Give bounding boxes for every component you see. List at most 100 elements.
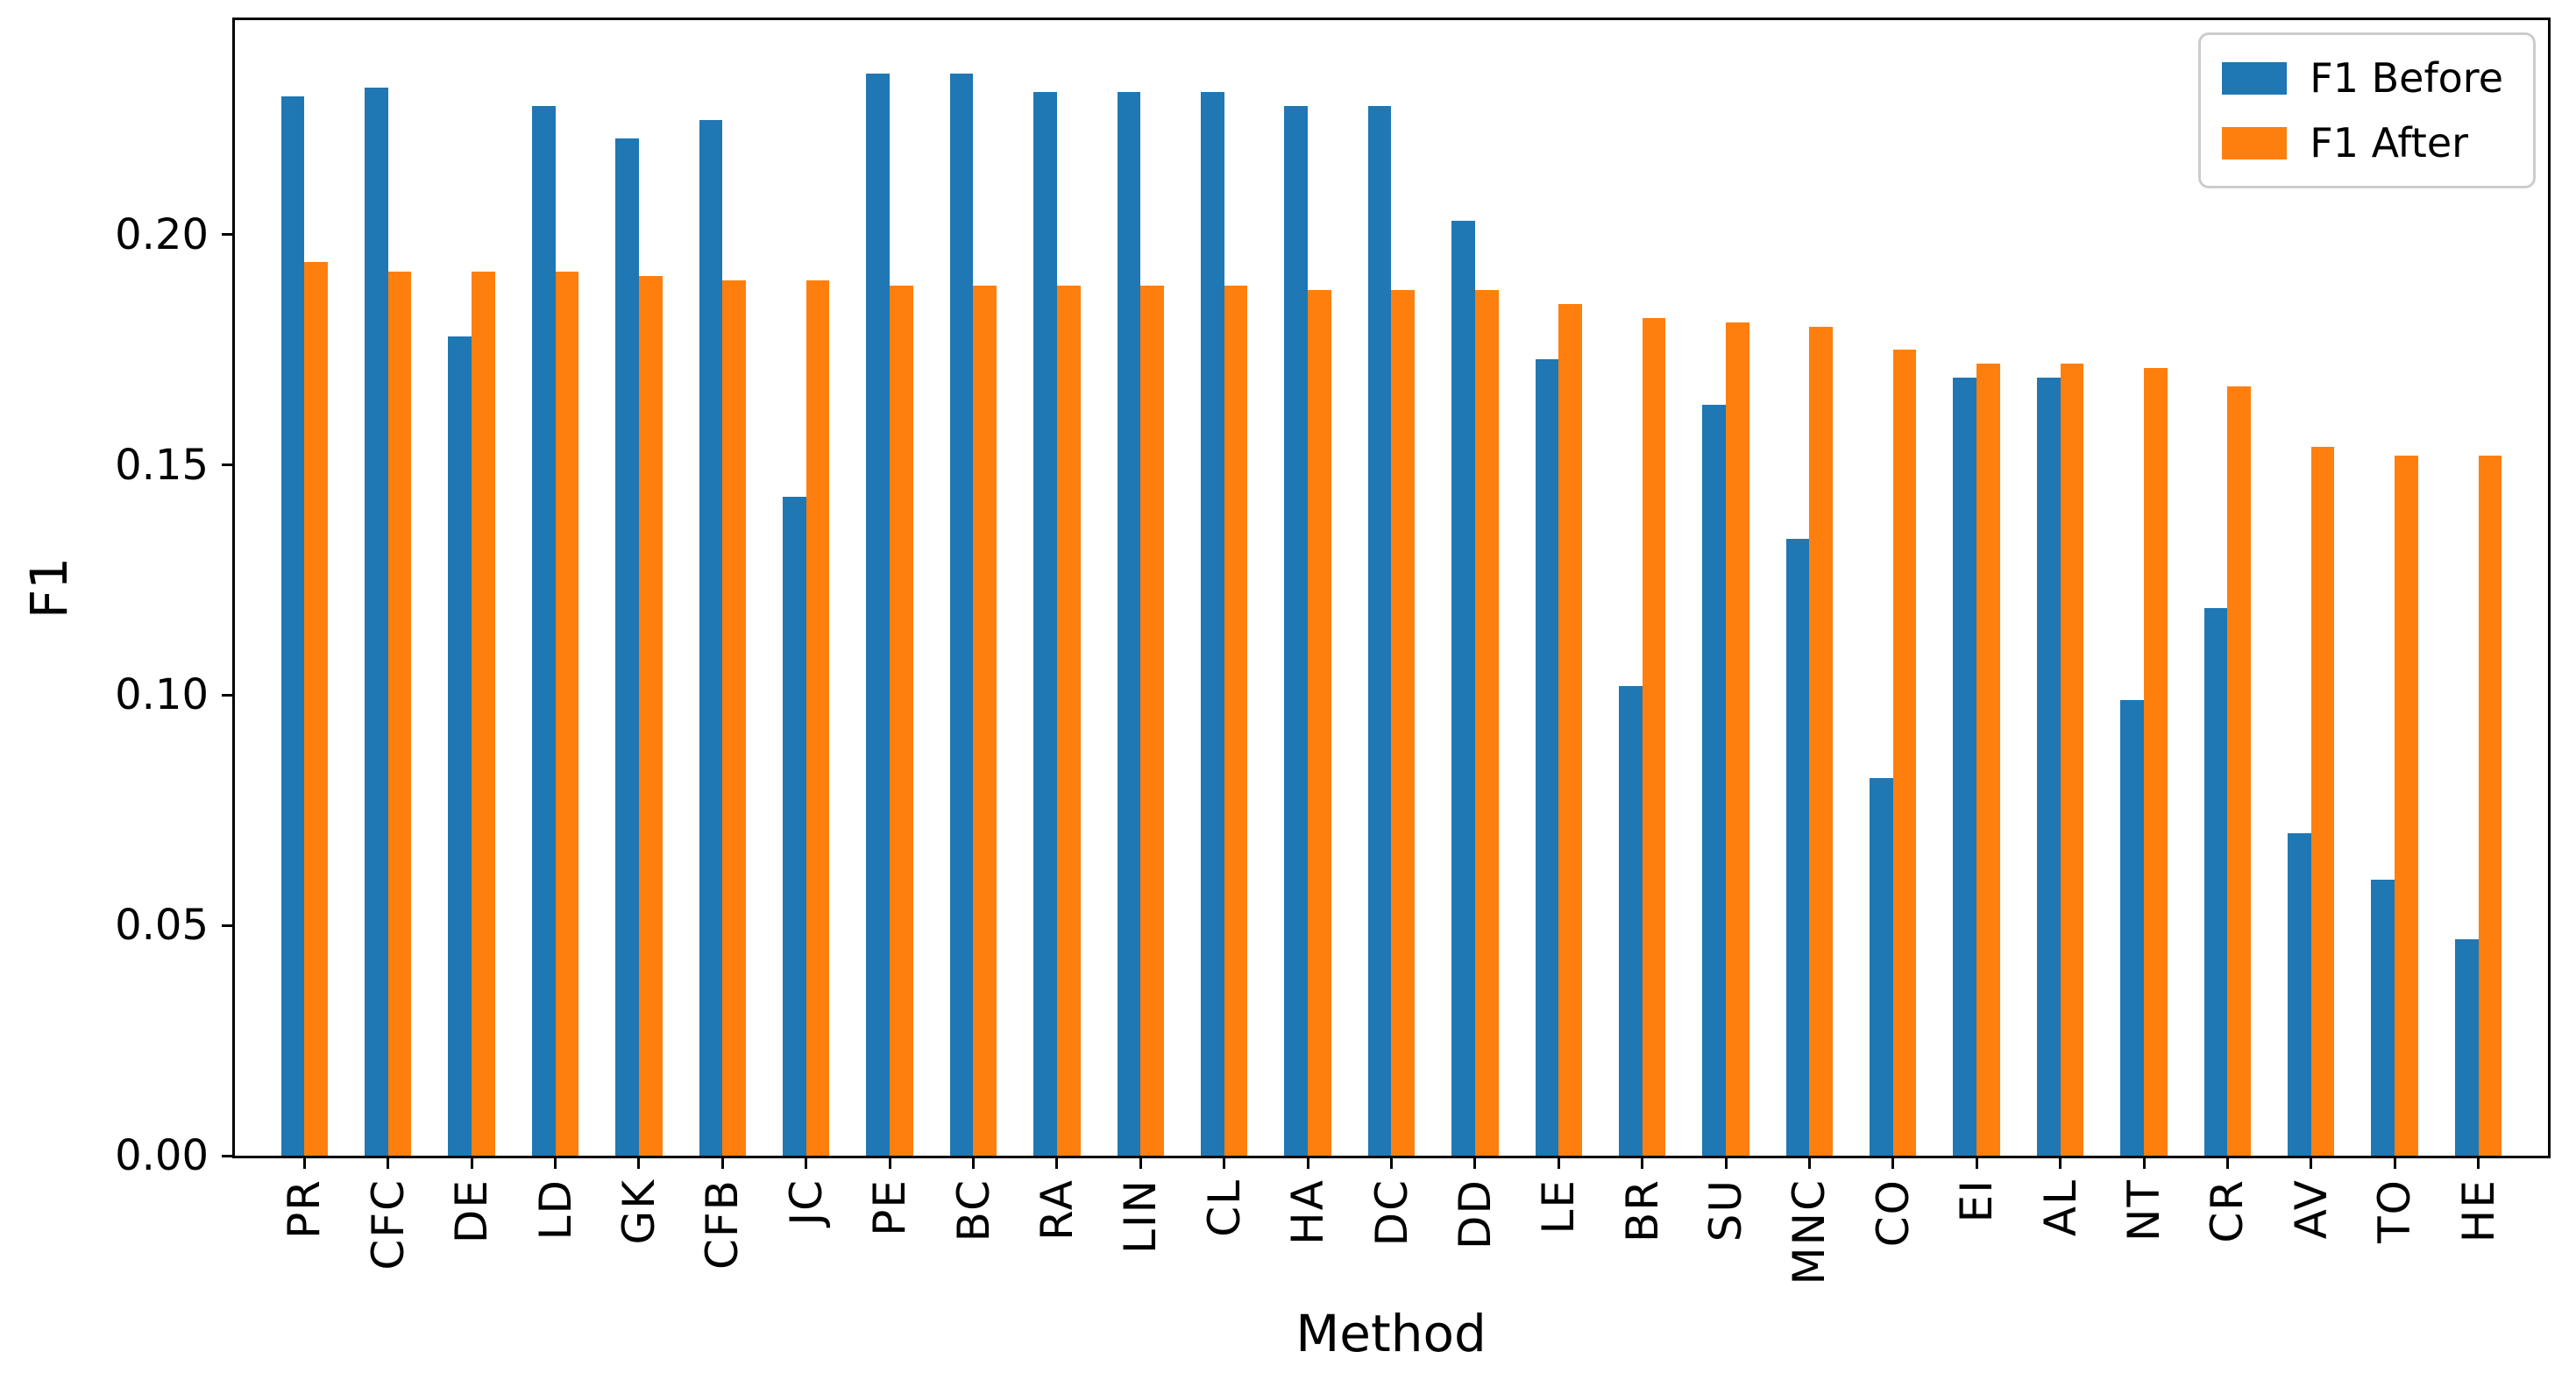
legend-entry-f1-after: F1 After bbox=[2222, 119, 2503, 166]
bar-bc-f1-before bbox=[949, 73, 974, 1156]
bar-br-f1-after bbox=[1642, 317, 1666, 1156]
x-tick-mark-pe bbox=[888, 1156, 891, 1169]
x-tick-label-ha: HA bbox=[1282, 1178, 1334, 1245]
bar-cl-f1-before bbox=[1200, 92, 1224, 1156]
x-tick-mark-mnc bbox=[1807, 1156, 1811, 1169]
bar-pe-f1-after bbox=[890, 285, 913, 1156]
bar-lin-f1-before bbox=[1117, 92, 1141, 1156]
plot-area: F1 Before F1 After 0.00 0.05 0.10 0.15 0.20 P… bbox=[115, 18, 2551, 1284]
bar-jc-f1-after bbox=[805, 280, 830, 1156]
x-tick-mark-cfc bbox=[387, 1156, 390, 1169]
x-tick-label-dc: DC bbox=[1366, 1178, 1417, 1247]
x-tick-mark-le bbox=[1557, 1156, 1560, 1169]
x-tick-label-le: LE bbox=[1533, 1178, 1585, 1235]
bar-to-f1-before bbox=[2371, 879, 2395, 1156]
bar-group-jc bbox=[764, 20, 848, 1156]
legend: F1 Before F1 After bbox=[2198, 32, 2536, 188]
x-tick-label-al: AL bbox=[2034, 1178, 2086, 1237]
bar-cfb-f1-after bbox=[722, 280, 746, 1156]
x-tick-mark-ld bbox=[554, 1156, 557, 1169]
y-tick-mark-0.00 bbox=[222, 1154, 235, 1157]
x-tick-mark-ei bbox=[1975, 1156, 1978, 1169]
x-tick-mark-he bbox=[2477, 1156, 2480, 1169]
x-tick-label-br: BR bbox=[1616, 1178, 1668, 1243]
legend-swatch-f1-before bbox=[2222, 61, 2288, 95]
x-tick-mark-dc bbox=[1390, 1156, 1393, 1169]
bar-ra-f1-before bbox=[1033, 92, 1057, 1156]
bar-pr-f1-after bbox=[304, 262, 329, 1156]
x-tick-label-ei: EI bbox=[1951, 1178, 2003, 1223]
bar-group-dc bbox=[1350, 20, 1433, 1156]
bar-dd-f1-after bbox=[1474, 289, 1499, 1156]
x-tick-mark-pr bbox=[302, 1156, 306, 1169]
x-tick-mark-br bbox=[1641, 1156, 1644, 1169]
bar-group-co bbox=[1851, 20, 1934, 1156]
bar-group-su bbox=[1684, 20, 1767, 1156]
x-tick-mark-to bbox=[2393, 1156, 2396, 1169]
y-tick-label-0.10: 0.10 bbox=[115, 670, 209, 720]
bar-cfc-f1-after bbox=[387, 271, 412, 1156]
bar-group-ra bbox=[1015, 20, 1098, 1156]
bar-pe-f1-before bbox=[866, 73, 891, 1156]
y-tick-mark-0.15 bbox=[222, 464, 235, 467]
x-tick-mark-cl bbox=[1223, 1156, 1226, 1169]
y-tick-label-0.20: 0.20 bbox=[115, 209, 209, 259]
y-axis-title: F1 bbox=[19, 556, 79, 619]
bar-he-f1-after bbox=[2478, 456, 2502, 1156]
bar-ld-f1-after bbox=[555, 271, 579, 1156]
bar-to-f1-after bbox=[2395, 456, 2418, 1156]
x-tick-mark-av bbox=[2310, 1156, 2313, 1169]
y-tick-mark-0.05 bbox=[222, 923, 235, 927]
bar-le-f1-after bbox=[1558, 303, 1582, 1156]
bar-av-f1-before bbox=[2288, 833, 2311, 1156]
bar-group-al bbox=[2019, 20, 2102, 1156]
bar-group-cr bbox=[2186, 20, 2269, 1156]
bar-nt-f1-before bbox=[2120, 699, 2144, 1156]
bar-group-de bbox=[429, 20, 513, 1156]
bar-de-f1-after bbox=[472, 271, 495, 1156]
x-tick-label-av: AV bbox=[2285, 1178, 2337, 1240]
bar-al-f1-after bbox=[2060, 364, 2084, 1156]
x-tick-mark-cfb bbox=[720, 1156, 724, 1169]
x-tick-label-co: CO bbox=[1867, 1178, 1919, 1248]
bar-gk-f1-after bbox=[638, 276, 663, 1156]
x-tick-mark-co bbox=[1891, 1156, 1895, 1169]
bar-group-ld bbox=[514, 20, 597, 1156]
x-tick-label-jc: JC bbox=[780, 1178, 832, 1226]
x-tick-mark-jc bbox=[805, 1156, 808, 1169]
bar-group-to bbox=[2352, 20, 2436, 1156]
bar-group-nt bbox=[2102, 20, 2185, 1156]
bar-de-f1-before bbox=[448, 336, 472, 1156]
x-tick-mark-gk bbox=[637, 1156, 641, 1169]
bar-bc-f1-after bbox=[973, 285, 997, 1156]
x-tick-label-lin: LIN bbox=[1115, 1178, 1167, 1255]
bar-group-bc bbox=[932, 20, 1015, 1156]
bar-br-f1-before bbox=[1618, 685, 1643, 1156]
bar-ha-f1-before bbox=[1284, 105, 1309, 1156]
bar-group-br bbox=[1600, 20, 1684, 1156]
bar-mnc-f1-before bbox=[1785, 538, 1810, 1156]
x-tick-mark-al bbox=[2059, 1156, 2062, 1169]
x-tick-label-he: HE bbox=[2452, 1178, 2504, 1243]
bar-group-pe bbox=[848, 20, 931, 1156]
x-tick-mark-lin bbox=[1139, 1156, 1142, 1169]
y-tick-label-0.15: 0.15 bbox=[115, 440, 209, 490]
x-tick-label-bc: BC bbox=[947, 1178, 999, 1242]
bar-cl-f1-after bbox=[1224, 285, 1248, 1156]
bar-su-f1-before bbox=[1702, 405, 1726, 1156]
bar-group-av bbox=[2269, 20, 2352, 1156]
bar-nt-f1-after bbox=[2143, 368, 2168, 1156]
x-tick-mark-dd bbox=[1473, 1156, 1477, 1169]
x-tick-label-to: TO bbox=[2369, 1178, 2421, 1243]
x-tick-mark-nt bbox=[2142, 1156, 2146, 1169]
x-tick-mark-bc bbox=[972, 1156, 976, 1169]
x-tick-mark-de bbox=[470, 1156, 473, 1169]
bar-jc-f1-before bbox=[782, 497, 806, 1156]
bar-le-f1-before bbox=[1535, 358, 1559, 1156]
x-tick-label-pr: PR bbox=[279, 1178, 330, 1239]
bar-su-f1-after bbox=[1725, 322, 1749, 1156]
bar-al-f1-before bbox=[2036, 377, 2061, 1156]
bar-cr-f1-after bbox=[2227, 386, 2252, 1156]
bar-mnc-f1-after bbox=[1809, 327, 1834, 1156]
